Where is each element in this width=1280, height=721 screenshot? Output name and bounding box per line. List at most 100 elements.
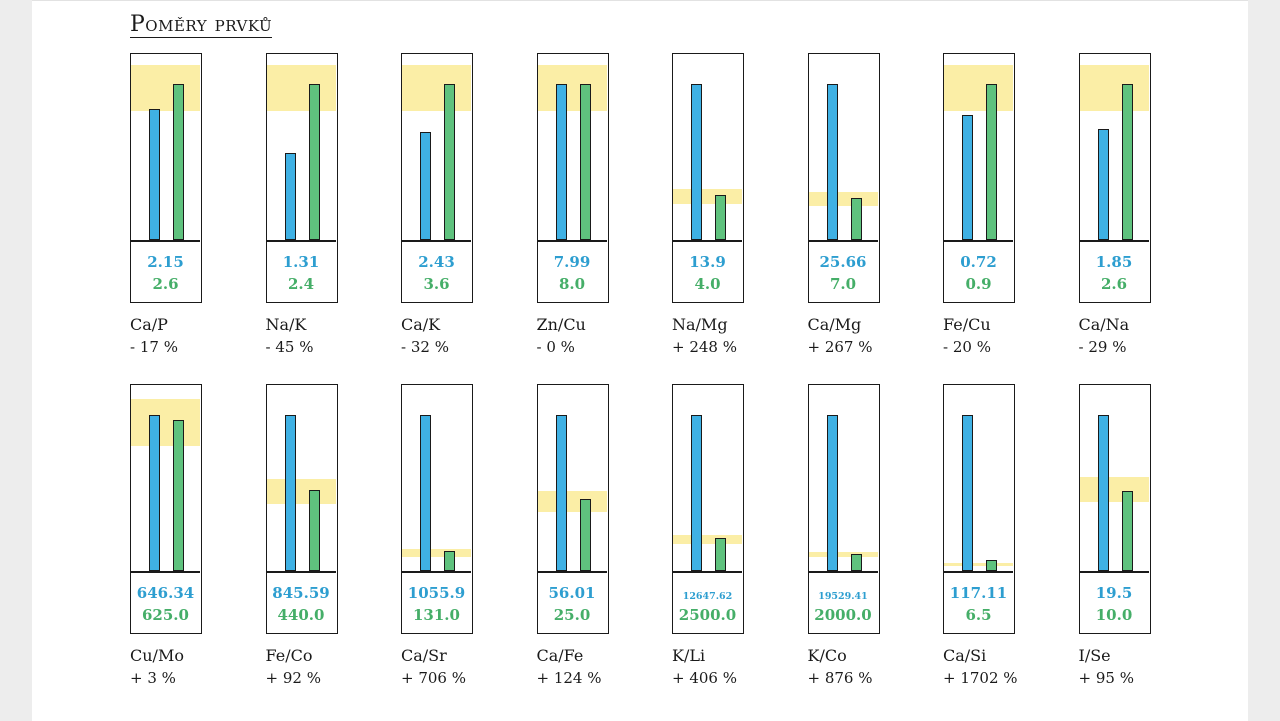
ideal-value-label: 7.0	[829, 275, 857, 293]
measured-value-label: 13.9	[689, 253, 726, 271]
ratio-deviation: + 706 %	[401, 669, 466, 687]
ratio-plot-area	[537, 385, 607, 571]
ratio-name: Ca/Mg	[807, 315, 862, 334]
ratio-chart-frame: 2.15 2.6	[130, 53, 202, 303]
measured-value-label: 1055.9	[407, 584, 466, 602]
ideal-value-label: 625.0	[142, 606, 189, 624]
ideal-value-bar	[444, 551, 455, 571]
divider-line	[266, 240, 336, 242]
ratio-name: Cu/Mo	[130, 646, 184, 665]
divider-line	[808, 571, 878, 573]
measured-value-bar	[149, 109, 160, 240]
ratio-name: Ca/K	[401, 315, 441, 334]
ratio-deviation: + 876 %	[807, 669, 873, 687]
ratio-name: Fe/Cu	[943, 315, 991, 334]
ratio-plot-area	[673, 54, 742, 240]
reference-range-band	[1079, 65, 1149, 111]
ratio-deviation: + 92 %	[265, 669, 321, 687]
ideal-value-bar	[444, 84, 455, 240]
ideal-value-bar	[850, 554, 862, 571]
ratio-deviation: + 3 %	[130, 669, 176, 687]
ratio-deviation: - 17 %	[130, 338, 178, 356]
ratio-name: Ca/Fe	[536, 646, 584, 665]
measured-value-label: 7.99	[553, 253, 591, 271]
reference-range-band	[537, 65, 607, 111]
ratio-chart-frame: 0.72 0.9	[943, 53, 1015, 303]
divider-line	[131, 240, 200, 242]
divider-line	[402, 571, 471, 573]
ratio-plot-area	[131, 385, 200, 571]
ratio-deviation: - 32 %	[401, 338, 449, 356]
ideal-value-label: 4.0	[694, 275, 721, 293]
ratio-plot-area	[402, 385, 471, 571]
ideal-value-bar	[579, 499, 591, 571]
ratio-name: Ca/Sr	[401, 646, 447, 665]
ideal-value-label: 0.9	[965, 275, 992, 293]
measured-value-bar	[555, 415, 567, 571]
divider-line	[131, 571, 200, 573]
reference-range-band	[808, 552, 878, 557]
reference-range-band	[1079, 477, 1149, 503]
measured-value-label: 2.43	[418, 253, 455, 271]
ideal-value-label: 6.5	[965, 606, 992, 624]
ratio-plot-area	[266, 54, 336, 240]
ideal-value-bar	[986, 84, 997, 240]
ratio-chart-frame: 117.11 6.5	[943, 384, 1015, 634]
reference-range-band	[131, 399, 200, 447]
measured-value-label: 0.72	[960, 253, 997, 271]
ratio-chart-frame: 19529.41 2000.0	[807, 384, 880, 634]
ratio-plot-area	[808, 54, 878, 240]
measured-value-bar	[962, 115, 973, 240]
measured-value-label: 2.15	[147, 253, 184, 271]
ratio-name: I/Se	[1078, 646, 1111, 665]
measured-value-label: 25.66	[819, 253, 867, 271]
reference-range-band	[266, 65, 336, 111]
ratio-name: Na/Mg	[672, 315, 728, 334]
ideal-value-label: 25.0	[553, 606, 591, 624]
measured-value-bar	[1097, 415, 1109, 571]
ratio-name: K/Co	[807, 646, 847, 665]
measured-value-bar	[284, 415, 296, 571]
divider-line	[673, 571, 742, 573]
ideal-value-bar	[850, 198, 862, 240]
section-title: Poměry prvků	[130, 12, 273, 38]
divider-line	[944, 240, 1013, 242]
ratio-chart-frame: 2.43 3.6	[401, 53, 473, 303]
divider-line	[266, 571, 336, 573]
ratio-deviation: + 248 %	[672, 338, 737, 356]
ideal-value-label: 2.4	[287, 275, 315, 293]
ratio-chart-frame: 12647.62 2500.0	[672, 384, 744, 634]
ideal-value-label: 131.0	[413, 606, 460, 624]
measured-value-label: 1.85	[1095, 253, 1133, 271]
measured-value-bar	[420, 132, 431, 240]
ideal-value-bar	[715, 195, 726, 240]
ratio-chart-frame: 1055.9 131.0	[401, 384, 473, 634]
ratio-plot-area	[944, 385, 1013, 571]
ideal-value-label: 2500.0	[678, 606, 737, 624]
ratio-chart-frame: 1.31 2.4	[265, 53, 338, 303]
ratio-deviation: + 124 %	[536, 669, 602, 687]
divider-line	[402, 240, 471, 242]
divider-line	[1079, 571, 1149, 573]
ratio-chart-frame: 845.59 440.0	[265, 384, 338, 634]
reference-range-band	[673, 535, 742, 545]
measured-value-bar	[962, 415, 973, 571]
divider-line	[944, 571, 1013, 573]
measured-value-bar	[826, 415, 838, 571]
ratio-chart-frame: 1.85 2.6	[1078, 53, 1151, 303]
reference-range-band	[131, 65, 200, 111]
measured-value-label: 117.11	[949, 584, 1008, 602]
ratio-plot-area	[537, 54, 607, 240]
measured-value-bar	[555, 84, 567, 240]
ratio-plot-area	[1079, 54, 1149, 240]
ratio-deviation: + 267 %	[807, 338, 873, 356]
ratio-deviation: - 29 %	[1078, 338, 1127, 356]
ratio-chart-frame: 646.34 625.0	[130, 384, 202, 634]
reference-range-band	[266, 478, 336, 504]
divider-line	[537, 571, 607, 573]
reference-range-band	[402, 549, 471, 557]
measured-value-bar	[1097, 129, 1109, 240]
measured-value-label: 1.31	[282, 253, 320, 271]
ideal-value-bar	[1121, 84, 1133, 240]
ratio-name: Ca/Na	[1078, 315, 1130, 334]
